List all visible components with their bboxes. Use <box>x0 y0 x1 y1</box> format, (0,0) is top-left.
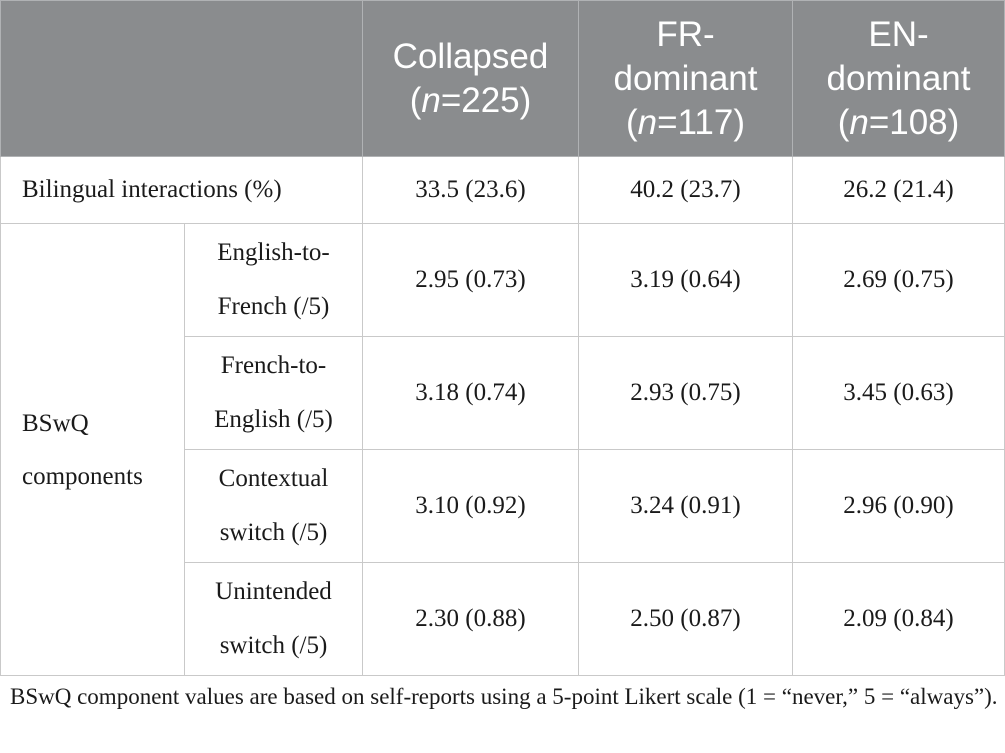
header-empty-cell <box>0 0 363 157</box>
header-row: Collapsed (n=225) FR- dominant (n=117) E… <box>0 0 1005 157</box>
cell-ctx-collapsed: 3.10 (0.92) <box>362 449 579 563</box>
cell-ctx-en: 2.96 (0.90) <box>792 449 1005 563</box>
header-fr-name-line2: dominant <box>613 58 758 98</box>
cell-unint-collapsed: 2.30 (0.88) <box>362 562 579 676</box>
table-row-french-to-english: French-to- English (/5) 3.18 (0.74) 2.93… <box>1 336 1005 450</box>
header-collapsed-n: (n=225) <box>409 80 532 120</box>
table-row-unintended-switch: Unintended switch (/5) 2.30 (0.88) 2.50 … <box>1 562 1005 676</box>
table-row-bilingual: Bilingual interactions (%) 33.5 (23.6) 4… <box>0 156 1005 224</box>
header-en-name-line2: dominant <box>826 58 971 98</box>
cell-e2f-en: 2.69 (0.75) <box>792 223 1005 337</box>
row-label-bilingual: Bilingual interactions (%) <box>0 156 363 224</box>
header-en-dominant: EN- dominant (n=108) <box>792 0 1005 157</box>
cell-f2e-fr: 2.93 (0.75) <box>578 336 793 450</box>
cell-f2e-collapsed: 3.18 (0.74) <box>362 336 579 450</box>
header-collapsed: Collapsed (n=225) <box>362 0 579 157</box>
sublabel-contextual-switch: Contextual switch (/5) <box>184 449 363 563</box>
header-en-name-line1: EN- <box>868 14 929 54</box>
cell-unint-en: 2.09 (0.84) <box>792 562 1005 676</box>
sublabel-unintended-switch: Unintended switch (/5) <box>184 562 363 676</box>
cell-f2e-en: 3.45 (0.63) <box>792 336 1005 450</box>
table-row-english-to-french: BSwQ components English-to- French (/5) … <box>0 223 1005 676</box>
table-footnote: BSwQ component values are based on self-… <box>10 684 998 709</box>
sublabel-french-to-english: French-to- English (/5) <box>184 336 363 450</box>
header-en-n: (n=108) <box>837 102 960 142</box>
group-label-bswq: BSwQ components <box>0 223 185 676</box>
cell-e2f-fr: 3.19 (0.64) <box>578 223 793 337</box>
cell-bilingual-fr: 40.2 (23.7) <box>578 156 793 224</box>
sublabel-english-to-french: English-to- French (/5) <box>184 223 363 337</box>
results-table: Collapsed (n=225) FR- dominant (n=117) E… <box>0 0 1005 676</box>
group-label-line2: components <box>22 462 143 490</box>
cell-e2f-collapsed: 2.95 (0.73) <box>362 223 579 337</box>
cell-unint-fr: 2.50 (0.87) <box>578 562 793 676</box>
group-label-line1: BSwQ <box>22 409 89 437</box>
cell-ctx-fr: 3.24 (0.91) <box>578 449 793 563</box>
header-fr-dominant: FR- dominant (n=117) <box>578 0 793 157</box>
cell-bilingual-collapsed: 33.5 (23.6) <box>362 156 579 224</box>
header-collapsed-name: Collapsed <box>392 36 549 76</box>
cell-bilingual-en: 26.2 (21.4) <box>792 156 1005 224</box>
table-row-contextual-switch: Contextual switch (/5) 3.10 (0.92) 3.24 … <box>1 449 1005 563</box>
header-fr-name-line1: FR- <box>656 14 715 54</box>
header-fr-n: (n=117) <box>625 102 746 142</box>
